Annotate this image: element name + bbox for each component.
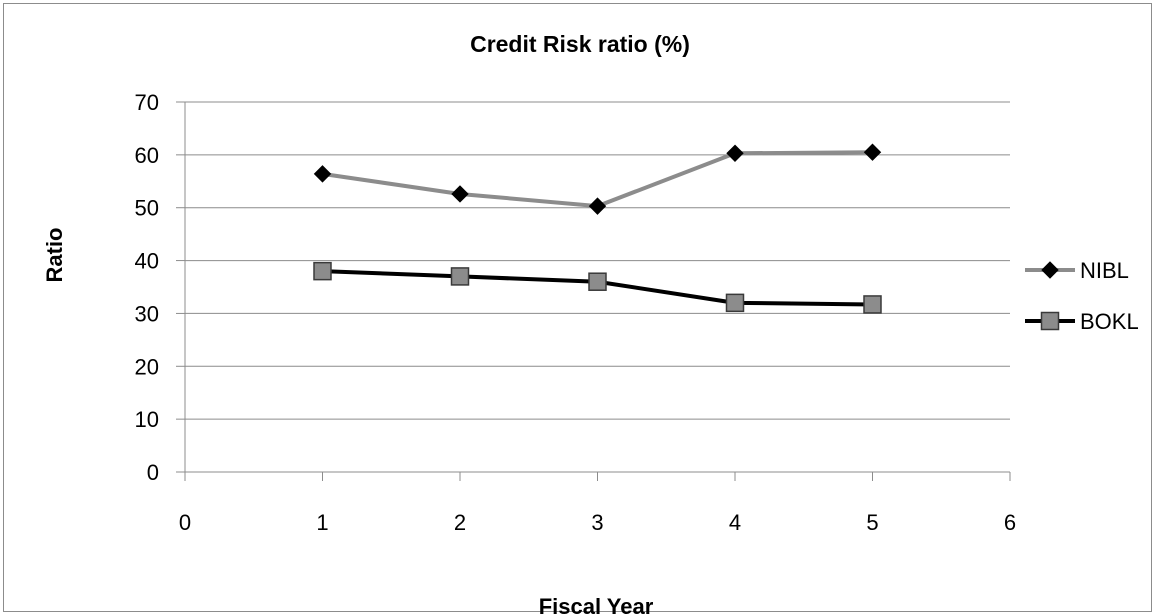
chart-title: Credit Risk ratio (%) xyxy=(470,31,690,57)
y-tick-label: 10 xyxy=(135,407,159,432)
legend: NIBL BOKL xyxy=(1025,258,1139,334)
data-point xyxy=(313,165,332,183)
y-tick-label: 0 xyxy=(147,460,159,485)
y-tick-label: 60 xyxy=(135,143,159,168)
data-point xyxy=(588,272,607,291)
y-tick-label: 20 xyxy=(135,354,159,379)
y-tick-label: 30 xyxy=(135,301,159,326)
data-point xyxy=(863,295,882,314)
y-axis-title: Ratio xyxy=(42,228,67,283)
data-point xyxy=(450,267,470,286)
gridlines xyxy=(185,101,1010,420)
x-tick-label: 1 xyxy=(316,510,328,535)
x-tick-label: 2 xyxy=(454,510,466,535)
data-point xyxy=(726,144,744,162)
x-tick-label: 5 xyxy=(866,510,878,535)
x-tick-labels: 0 1 2 3 4 5 6 xyxy=(179,510,1016,535)
legend-item: NIBL xyxy=(1025,258,1129,283)
legend-item: BOKL xyxy=(1025,309,1139,334)
legend-swatch-marker xyxy=(1040,311,1060,331)
legend-swatch-marker xyxy=(1041,261,1059,279)
series-layer xyxy=(313,143,882,314)
data-point xyxy=(588,197,607,215)
data-point xyxy=(451,185,469,203)
x-tick-label: 3 xyxy=(591,510,603,535)
y-tick-label: 40 xyxy=(135,249,159,274)
y-tick-label: 50 xyxy=(135,196,159,221)
y-tick-labels: 0 10 20 30 40 50 60 70 xyxy=(135,90,159,485)
x-tick-label: 6 xyxy=(1004,510,1016,535)
axes xyxy=(176,101,1011,481)
legend-label: NIBL xyxy=(1080,258,1129,283)
data-point xyxy=(863,143,882,161)
chart-area xyxy=(3,3,1152,612)
series-nibl xyxy=(313,143,882,215)
legend-label: BOKL xyxy=(1080,309,1139,334)
x-tick-label: 0 xyxy=(179,510,191,535)
y-tick-label: 70 xyxy=(135,90,159,115)
x-axis-title: Fiscal Year xyxy=(539,594,654,615)
x-tick-label: 4 xyxy=(729,510,741,535)
series-bokl xyxy=(313,261,882,314)
data-point xyxy=(313,261,332,281)
data-point xyxy=(725,293,745,313)
